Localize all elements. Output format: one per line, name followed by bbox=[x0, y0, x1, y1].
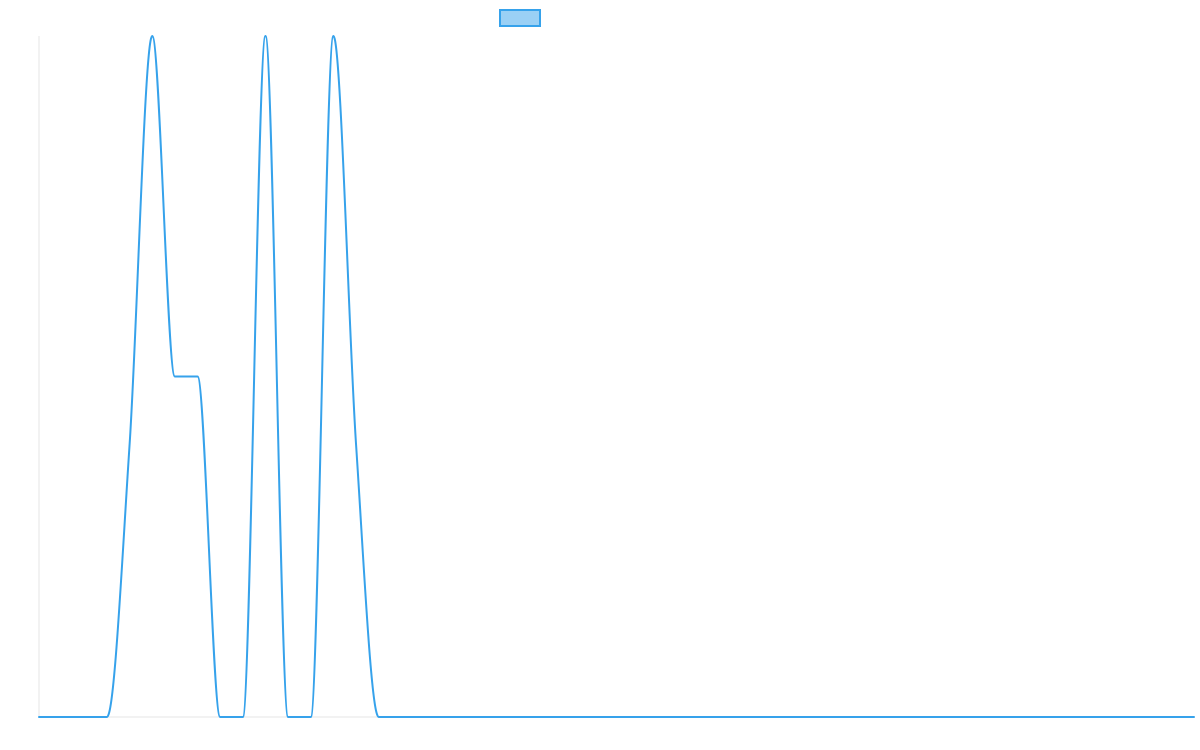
data-point[interactable] bbox=[851, 714, 857, 720]
data-point[interactable] bbox=[330, 33, 336, 39]
data-point[interactable] bbox=[670, 714, 676, 720]
data-point[interactable] bbox=[1032, 714, 1038, 720]
data-point[interactable] bbox=[625, 714, 631, 720]
data-point[interactable] bbox=[421, 714, 427, 720]
data-point[interactable] bbox=[874, 714, 880, 720]
data-point[interactable] bbox=[308, 714, 314, 720]
points-layer bbox=[36, 33, 1197, 720]
data-point[interactable] bbox=[195, 374, 201, 380]
data-point[interactable] bbox=[715, 714, 721, 720]
data-point[interactable] bbox=[285, 714, 291, 720]
data-point[interactable] bbox=[1146, 714, 1152, 720]
data-point[interactable] bbox=[217, 714, 223, 720]
data-point[interactable] bbox=[240, 714, 246, 720]
data-point[interactable] bbox=[172, 374, 178, 380]
data-point[interactable] bbox=[783, 714, 789, 720]
data-point[interactable] bbox=[127, 442, 133, 448]
data-point[interactable] bbox=[1100, 714, 1106, 720]
data-point[interactable] bbox=[262, 33, 268, 39]
data-point[interactable] bbox=[647, 714, 653, 720]
data-point[interactable] bbox=[36, 714, 42, 720]
data-point[interactable] bbox=[580, 714, 586, 720]
data-point[interactable] bbox=[1123, 714, 1129, 720]
data-point[interactable] bbox=[965, 714, 971, 720]
data-point[interactable] bbox=[987, 714, 993, 720]
data-point[interactable] bbox=[602, 714, 608, 720]
data-point[interactable] bbox=[104, 714, 110, 720]
data-point[interactable] bbox=[1010, 714, 1016, 720]
data-point[interactable] bbox=[557, 714, 563, 720]
data-point[interactable] bbox=[59, 714, 65, 720]
series-line-0 bbox=[38, 35, 1195, 719]
data-point[interactable] bbox=[444, 714, 450, 720]
series-layer bbox=[38, 35, 1195, 719]
data-point[interactable] bbox=[693, 714, 699, 720]
data-point[interactable] bbox=[466, 714, 472, 720]
data-point[interactable] bbox=[1055, 714, 1061, 720]
data-point[interactable] bbox=[738, 714, 744, 720]
data-point[interactable] bbox=[829, 714, 835, 720]
data-point[interactable] bbox=[376, 714, 382, 720]
data-point[interactable] bbox=[919, 714, 925, 720]
data-point[interactable] bbox=[81, 714, 87, 720]
data-point[interactable] bbox=[534, 714, 540, 720]
data-point[interactable] bbox=[1078, 714, 1084, 720]
data-point[interactable] bbox=[398, 714, 404, 720]
data-point[interactable] bbox=[897, 714, 903, 720]
data-point[interactable] bbox=[761, 714, 767, 720]
data-point[interactable] bbox=[942, 714, 948, 720]
legend[interactable] bbox=[499, 9, 541, 27]
data-point[interactable] bbox=[512, 714, 518, 720]
data-point[interactable] bbox=[489, 714, 495, 720]
data-point[interactable] bbox=[353, 442, 359, 448]
data-point[interactable] bbox=[806, 714, 812, 720]
data-point[interactable] bbox=[149, 33, 155, 39]
data-point[interactable] bbox=[1191, 714, 1197, 720]
data-point[interactable] bbox=[1168, 714, 1174, 720]
legend-swatch[interactable] bbox=[499, 9, 541, 27]
